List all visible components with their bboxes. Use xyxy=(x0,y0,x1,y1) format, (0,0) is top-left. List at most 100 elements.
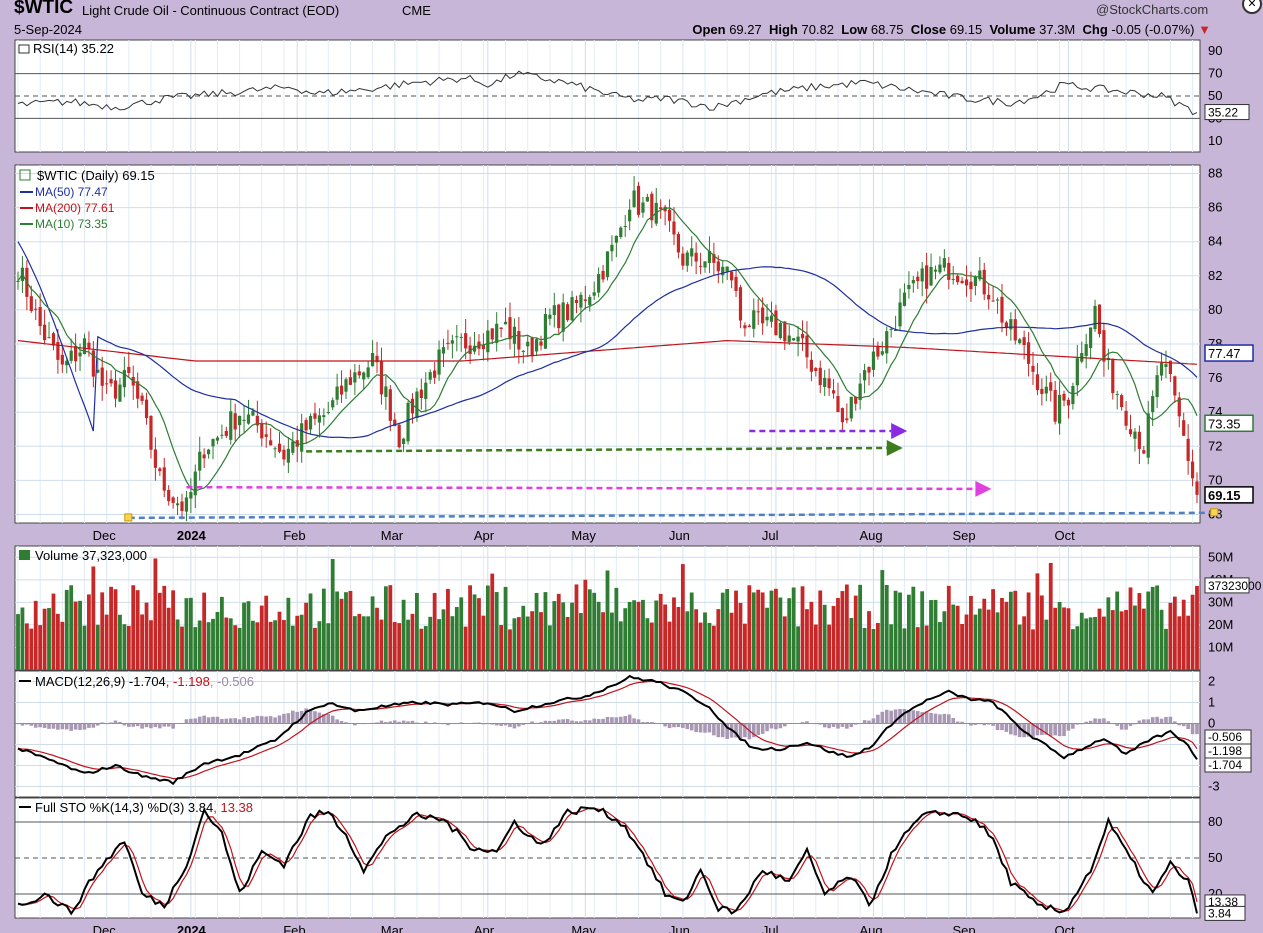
macd-histogram-bar xyxy=(193,718,198,724)
candle-body xyxy=(1111,358,1115,394)
month-label: May xyxy=(571,923,596,933)
macd-histogram-bar xyxy=(189,718,193,724)
candle-body xyxy=(517,331,521,350)
volume-bar xyxy=(1159,609,1164,670)
month-label: 2024 xyxy=(177,923,207,933)
macd-histogram-bar xyxy=(543,720,548,724)
macd-histogram-bar xyxy=(135,723,140,727)
macd-histogram-bar xyxy=(477,722,481,724)
macd-histogram-bar xyxy=(233,718,237,724)
macd-histogram-bar xyxy=(104,723,109,725)
macd-histogram-bar xyxy=(650,722,654,724)
volume-bar xyxy=(689,592,694,670)
candle-body xyxy=(920,268,924,282)
macd-histogram-bar xyxy=(1026,723,1031,737)
macd-histogram-bar xyxy=(583,720,588,724)
macd-histogram-bar xyxy=(69,723,73,731)
macd-histogram-bar xyxy=(1071,723,1075,729)
volume-bar xyxy=(614,587,619,670)
volume-bar xyxy=(388,585,393,670)
candle-body xyxy=(499,327,503,329)
candle-body xyxy=(1004,322,1009,329)
macd-histogram-bar xyxy=(211,716,215,724)
volume-bar xyxy=(778,597,783,670)
volume-bar xyxy=(131,585,136,670)
candle-body xyxy=(685,252,689,266)
volume-bar xyxy=(16,614,20,670)
volume-bar xyxy=(685,611,690,670)
volume-bar xyxy=(370,596,375,670)
candle-body xyxy=(56,342,60,360)
macd-histogram-bar xyxy=(1048,723,1053,737)
candle-body xyxy=(357,371,361,376)
volume-bar xyxy=(206,622,211,670)
macd-histogram-bar xyxy=(1004,723,1009,732)
candle-body xyxy=(566,304,570,321)
chart-header: $WTIC Light Crude Oil - Continuous Contr… xyxy=(0,0,1263,40)
volume-bar xyxy=(796,626,800,670)
close-icon[interactable]: ✕ xyxy=(1242,0,1262,14)
candle-body xyxy=(229,411,233,440)
candle-body xyxy=(987,294,991,300)
volume-bar xyxy=(915,627,920,670)
volume-bar xyxy=(995,612,1000,670)
macd-histogram-bar xyxy=(220,719,224,724)
volume-bar xyxy=(565,616,570,670)
macd-histogram-bar xyxy=(822,723,827,728)
volume-bar xyxy=(308,593,313,670)
macd-histogram-bar xyxy=(1031,723,1035,738)
volume-bar xyxy=(1031,629,1035,670)
macd-histogram-bar xyxy=(871,718,876,724)
sto-tick-label: 50 xyxy=(1208,850,1222,865)
macd-histogram-bar xyxy=(929,712,933,724)
candle-body xyxy=(410,398,415,414)
volume-bar xyxy=(264,595,269,670)
volume-bar xyxy=(592,592,597,670)
candle-body xyxy=(1049,382,1053,391)
candle-body xyxy=(393,419,397,427)
volume-bar xyxy=(649,622,654,670)
volume-bar xyxy=(880,570,885,670)
candle-body xyxy=(1102,330,1106,362)
volume-bar xyxy=(938,622,942,670)
macd-histogram-bar xyxy=(42,723,47,728)
volume-current-label-box xyxy=(1204,577,1250,594)
price-label-text: 77.47 xyxy=(1208,346,1241,361)
candle-body xyxy=(885,331,889,354)
macd-line xyxy=(17,674,1198,786)
volume-bar xyxy=(703,612,707,670)
volume-bar xyxy=(960,624,964,670)
candle-body xyxy=(69,350,73,361)
volume-bar xyxy=(339,598,344,670)
macd-histogram-bar xyxy=(552,720,557,724)
candle-body xyxy=(694,252,698,262)
volume-bar xyxy=(348,590,353,670)
candle-body xyxy=(255,415,259,426)
macd-histogram-bar xyxy=(920,712,924,724)
candle-body xyxy=(313,413,317,419)
volume-bar xyxy=(929,600,933,670)
trendline-handle xyxy=(1210,508,1219,517)
price-label-text: 69.15 xyxy=(1208,488,1241,503)
volume-bar xyxy=(184,598,189,670)
macd-histogram-bar xyxy=(82,723,87,730)
volume-bar xyxy=(197,620,202,670)
candle-body xyxy=(645,196,649,202)
candle-body xyxy=(1066,399,1071,406)
candle-body xyxy=(459,336,463,338)
macd-tick-label: 2 xyxy=(1208,674,1215,689)
candle-body xyxy=(82,338,87,354)
volume-bar xyxy=(800,586,805,670)
macd-histogram-bar xyxy=(1035,723,1040,736)
volume-bar xyxy=(769,590,774,670)
month-label: Dec xyxy=(93,528,117,543)
candle-body xyxy=(149,415,153,450)
volume-bar xyxy=(242,602,246,670)
volume-bar xyxy=(352,616,357,670)
macd-histogram-bar xyxy=(450,723,455,724)
volume-bar xyxy=(157,592,162,670)
month-label: 2024 xyxy=(177,528,207,543)
macd-histogram-bar xyxy=(175,723,180,724)
volume-bar xyxy=(729,612,734,670)
volume-bar xyxy=(60,621,65,670)
